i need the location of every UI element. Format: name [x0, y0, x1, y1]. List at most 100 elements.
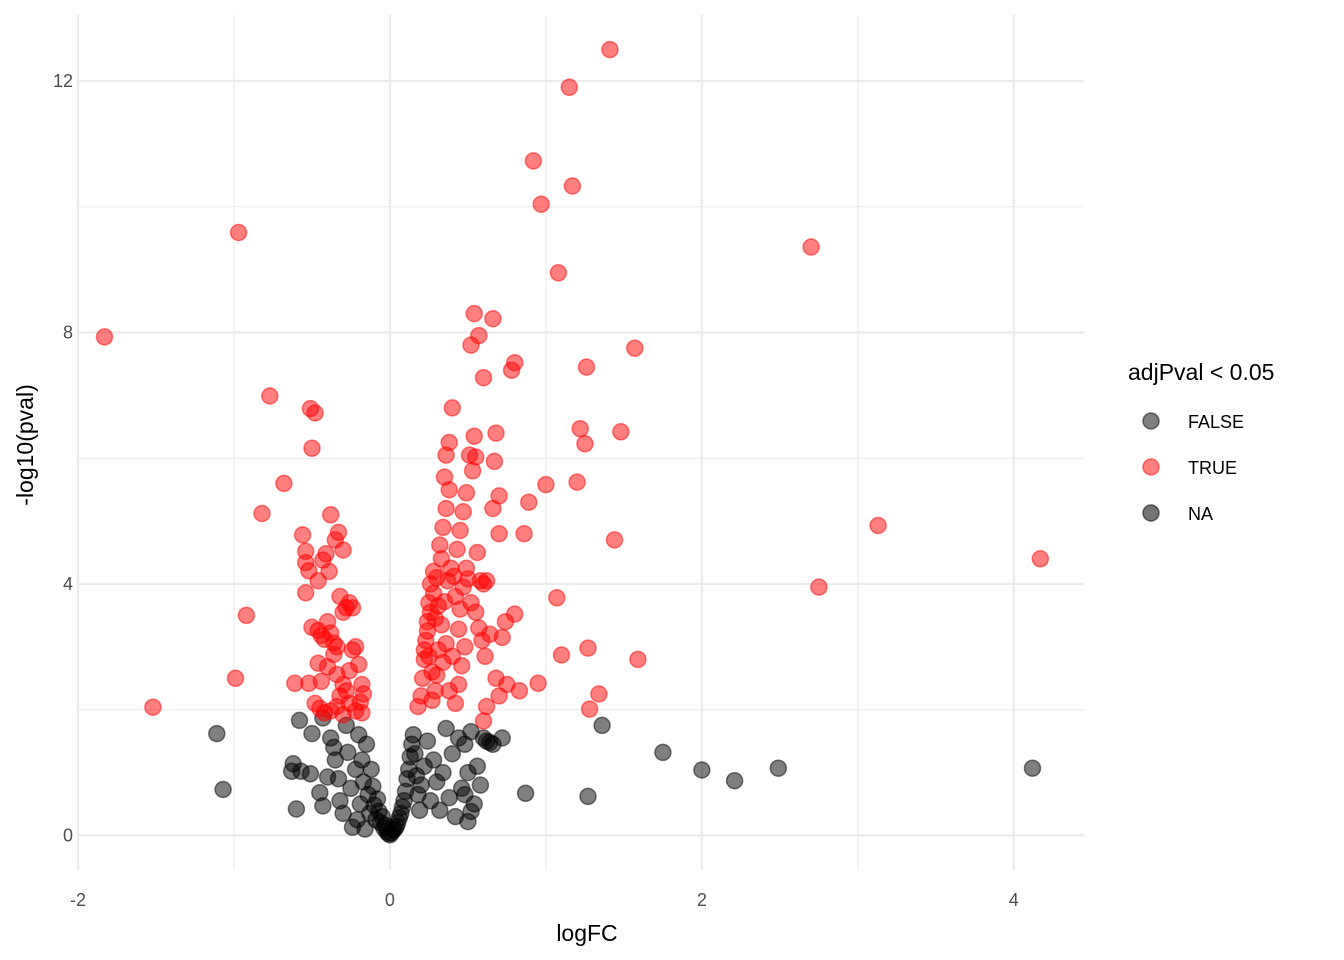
data-point-true [505, 353, 524, 372]
data-point-false [418, 732, 437, 750]
data-point-false [303, 724, 321, 743]
legend-label-true: TRUE [1188, 458, 1237, 478]
data-point-true [477, 697, 496, 716]
y-tick-label: 8 [63, 322, 73, 342]
data-point-true [474, 368, 493, 387]
data-point-false [468, 757, 487, 776]
x-tick-label: 0 [385, 890, 395, 910]
data-point-false [404, 726, 423, 744]
data-point-true [434, 518, 452, 537]
data-point-true [349, 655, 368, 674]
data-point-false [362, 760, 380, 779]
data-point-true [306, 404, 324, 422]
data-point-true [448, 540, 466, 559]
data-point-true [325, 645, 343, 664]
data-point-false [654, 743, 672, 762]
data-point-true [95, 328, 114, 346]
data-point-true [537, 475, 555, 494]
data-point-true [529, 674, 547, 693]
data-point-false [431, 801, 449, 820]
legend-key-true [1142, 458, 1160, 476]
minor-gridlines [78, 15, 1084, 870]
data-point-true [577, 358, 596, 376]
data-point-false [516, 784, 535, 803]
data-point-true [445, 567, 463, 586]
data-point-false [357, 735, 376, 754]
data-point-true [520, 493, 538, 511]
data-point-false [412, 776, 430, 794]
data-point-true [571, 419, 589, 438]
data-point-false [579, 787, 597, 806]
data-point-true [493, 628, 511, 647]
data-point-true [810, 578, 828, 596]
data-point-true [437, 499, 455, 518]
data-point-true [296, 584, 315, 602]
data-point-true [485, 452, 504, 471]
data-point-true [560, 78, 579, 97]
data-point-true [237, 606, 256, 625]
data-point-true [510, 682, 529, 700]
data-point-true [449, 620, 468, 638]
y-tick-label: 4 [63, 574, 73, 594]
data-point-true [309, 572, 327, 590]
data-point-false [214, 780, 232, 799]
data-point-true [320, 562, 338, 581]
data-point-true [468, 543, 487, 562]
data-point-true [229, 223, 248, 242]
data-point-true [346, 638, 365, 656]
legend-label-false: FALSE [1188, 412, 1244, 432]
x-tick-label: 2 [697, 890, 707, 910]
data-point-false [456, 785, 474, 804]
data-point-true [465, 304, 483, 323]
data-point-true [261, 387, 279, 405]
data-point-true [451, 521, 469, 540]
data-point-true [579, 639, 597, 657]
data-point-false [424, 751, 443, 769]
y-axis-tick-labels: 0 4 8 12 [53, 71, 73, 845]
data-point-true [437, 634, 455, 653]
data-point-true [549, 264, 568, 282]
data-point-true [612, 423, 630, 441]
data-point-true [321, 506, 340, 524]
data-point-true [476, 647, 494, 666]
data-point-true [802, 238, 820, 256]
data-point-false [443, 744, 462, 763]
data-point-true [440, 682, 458, 700]
data-point-true [484, 309, 502, 328]
data-point-true [470, 326, 488, 345]
data-point-true [300, 674, 318, 693]
data-point-true [548, 589, 566, 607]
legend-key-na [1142, 504, 1160, 522]
data-point-true [490, 524, 508, 543]
legend-item-na: NA [1142, 504, 1213, 524]
data-point-false [326, 751, 345, 769]
y-tick-label: 0 [63, 825, 73, 845]
legend-item-true: TRUE [1142, 458, 1237, 478]
data-point-true [487, 669, 505, 688]
y-axis-title: -log10(pval) [12, 384, 38, 505]
x-axis-title: logFC [556, 920, 617, 946]
legend-key-false [1142, 412, 1160, 430]
data-point-true [532, 195, 550, 213]
data-point-true [590, 685, 608, 703]
data-point-true [465, 427, 483, 445]
data-point-true [437, 446, 455, 464]
data-point-true [869, 516, 887, 535]
data-point-true [487, 424, 505, 442]
data-point-false [339, 743, 357, 762]
data-point-true [275, 474, 293, 493]
data-point-true [580, 700, 599, 718]
data-point-true [490, 487, 508, 505]
data-point-true [576, 435, 594, 453]
data-point-false [314, 797, 332, 815]
x-tick-label: -2 [70, 890, 86, 910]
data-point-true [317, 545, 335, 563]
data-point-true [605, 531, 624, 549]
data-point-false [410, 801, 429, 820]
data-point-true [629, 650, 647, 669]
data-point-false [334, 804, 352, 823]
data-point-true [226, 669, 245, 688]
data-point-true [505, 605, 524, 623]
x-axis-tick-labels: -2 0 2 4 [70, 890, 1019, 910]
